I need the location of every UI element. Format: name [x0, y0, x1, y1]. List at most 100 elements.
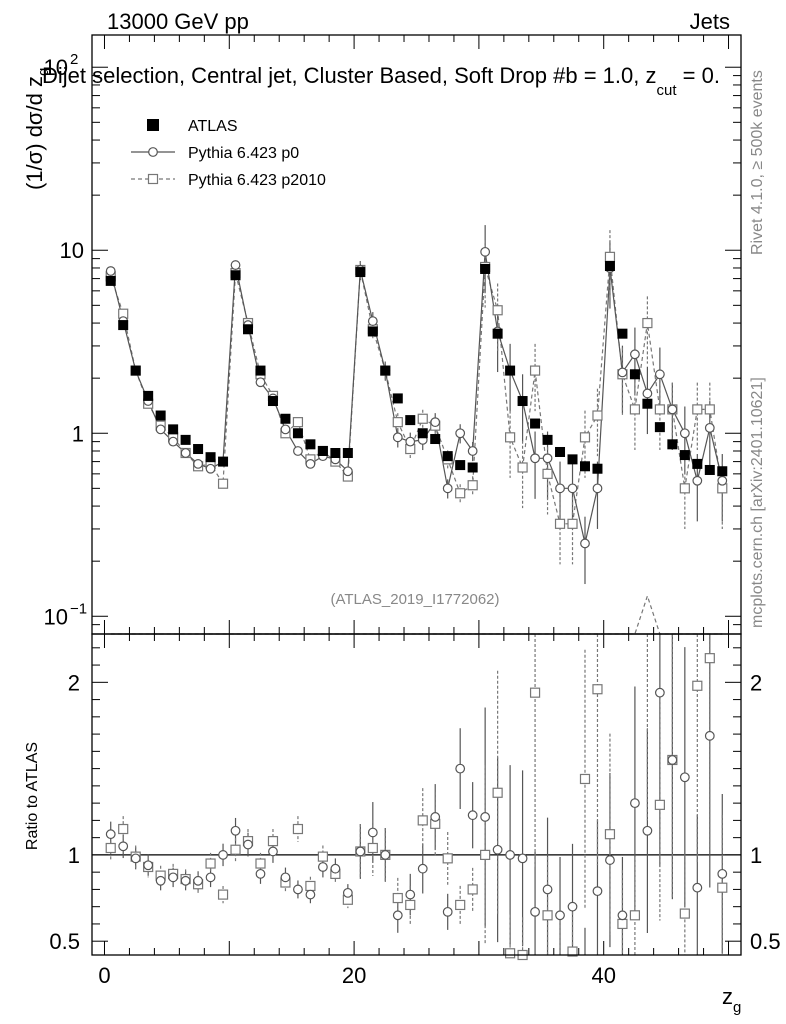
point-atlas-30 [480, 263, 491, 274]
point-p0-23 [392, 432, 403, 443]
legend-marker-p0 [148, 147, 158, 157]
ratio-point-p2010-30 [480, 849, 491, 861]
ratio-point-p2010-0 [105, 842, 116, 854]
ratio-point-p0-46 [679, 772, 690, 783]
point-atlas-24 [405, 415, 416, 426]
ratio-point-p0-49 [717, 868, 728, 879]
point-atlas-13 [267, 396, 278, 407]
point-atlas-12 [255, 365, 266, 376]
point-p2010-39 [592, 410, 603, 421]
point-p2010-46 [679, 483, 690, 494]
ratio-point-p2010-44 [654, 799, 665, 810]
y-tick-label-1: 1 [72, 421, 84, 446]
y-tick-exp-100: 2 [70, 51, 78, 68]
point-atlas-26 [430, 434, 441, 445]
point-p0-41 [617, 367, 628, 378]
legend-label-0: ATLAS [188, 118, 238, 135]
point-atlas-37 [567, 454, 578, 465]
point-p0-12 [255, 377, 266, 388]
point-p0-24 [405, 436, 416, 447]
ratio-point-p0-12 [255, 868, 266, 879]
ratio-point-p0-39 [592, 886, 603, 897]
point-atlas-11 [243, 324, 254, 335]
ratio-point-p2010-48 [704, 653, 715, 664]
point-p2010-32 [505, 432, 516, 443]
ratio-tick-label-right-1: 1 [750, 843, 762, 868]
ratio-point-p0-6 [180, 875, 191, 886]
ratio-point-p0-44 [654, 687, 665, 698]
ratio-point-p0-9 [218, 850, 228, 860]
y-tick-label-0.1: 10 [44, 604, 68, 629]
point-p0-26 [430, 417, 441, 428]
ratio-point-p2010-21 [367, 842, 378, 854]
ratio-point-p0-27 [442, 906, 453, 917]
point-p0-6 [180, 448, 191, 458]
ratio-point-p2010-35 [542, 910, 553, 921]
point-atlas-39 [592, 463, 603, 474]
ratio-tick-label-right-2: 2 [750, 670, 762, 695]
point-p2010-40 [604, 251, 616, 262]
ratio-point-p0-33 [517, 853, 528, 864]
point-p2010-48 [704, 404, 715, 415]
point-atlas-45 [667, 439, 678, 450]
ratio-point-p0-4 [155, 875, 166, 886]
point-p0-44 [654, 369, 665, 380]
ratio-point-p2010-16 [305, 880, 316, 892]
point-p0-49 [717, 475, 728, 486]
point-p2010-9 [217, 478, 229, 489]
point-atlas-32 [505, 365, 516, 376]
analysis-label: (ATLAS_2019_I1772062) [330, 591, 499, 608]
point-atlas-1 [118, 320, 129, 331]
x-tick-label-40: 40 [591, 963, 615, 988]
point-p0-19 [342, 466, 353, 477]
point-atlas-28 [455, 460, 466, 471]
y-tick-exp-0.1: −1 [70, 600, 87, 617]
ratio-point-p0-17 [317, 862, 328, 872]
ratio-point-p0-22 [380, 850, 391, 860]
ratio-axis-label: Ratio to ATLAS [24, 742, 41, 850]
point-atlas-3 [143, 390, 154, 401]
ratio-point-p2010-29 [467, 884, 478, 895]
point-p2010-37 [567, 518, 578, 529]
ratio-point-p0-16 [305, 889, 316, 900]
point-p0-38 [580, 538, 590, 549]
y-axis-label: (1/σ) dσ/d zg [22, 68, 52, 190]
point-atlas-40 [604, 261, 615, 272]
ratio-point-p0-41 [617, 910, 628, 921]
legend-marker-p2010 [147, 173, 159, 185]
point-p0-4 [155, 424, 166, 435]
point-p2010-38 [579, 432, 591, 443]
point-atlas-21 [367, 326, 378, 337]
ratio-point-p0-45 [667, 755, 678, 765]
point-p2010-43 [642, 317, 653, 329]
point-p0-39 [592, 483, 603, 494]
ratio-point-p2010-41 [617, 918, 628, 930]
point-atlas-22 [380, 365, 391, 376]
ratio-point-p0-5 [168, 872, 179, 883]
point-p2010-25 [417, 413, 428, 424]
point-p0-35 [542, 453, 553, 464]
ratio-point-p0-3 [143, 860, 154, 871]
point-p0-36 [555, 483, 565, 494]
point-p0-29 [467, 446, 478, 456]
point-p0-45 [667, 404, 678, 415]
ratio-point-p0-1 [118, 841, 129, 852]
point-p0-34 [530, 453, 540, 464]
point-atlas-33 [517, 396, 528, 407]
ratio-point-p0-26 [430, 812, 441, 822]
ratio-point-p2010-32 [505, 948, 516, 959]
ratio-point-p0-2 [130, 853, 141, 864]
point-atlas-10 [230, 270, 241, 281]
point-atlas-9 [218, 456, 229, 467]
ratio-point-p2010-37 [567, 946, 578, 957]
point-p0-42 [630, 349, 640, 360]
point-p2010-34 [529, 365, 541, 376]
point-atlas-46 [679, 450, 690, 461]
ratio-point-p2010-10 [230, 844, 241, 855]
x-tick-label-0: 0 [98, 963, 110, 988]
point-p0-15 [293, 446, 303, 456]
point-atlas-18 [330, 447, 341, 458]
ratio-point-p2010-9 [217, 889, 229, 900]
legend-label-1: Pythia 6.423 p0 [188, 145, 299, 162]
point-atlas-34 [530, 418, 541, 429]
